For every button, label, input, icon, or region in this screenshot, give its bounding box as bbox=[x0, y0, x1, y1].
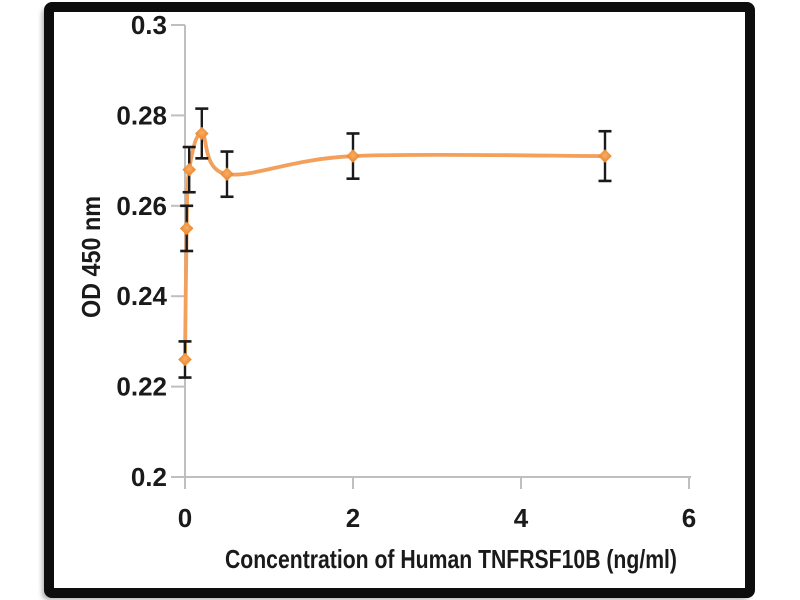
data-series bbox=[178, 107, 612, 379]
y-tick-label: 0.22 bbox=[116, 372, 167, 402]
y-tick-label: 0.26 bbox=[116, 191, 167, 221]
y-tick-label: 0.28 bbox=[116, 100, 167, 130]
data-point-marker bbox=[179, 221, 194, 236]
data-point-marker bbox=[182, 162, 196, 177]
y-tick-label: 0.3 bbox=[131, 10, 167, 40]
axes: 0.2 0.22 0.24 0.26 0.28 0.3 0 2 4 6 bbox=[116, 10, 696, 533]
y-tick-label: 0.24 bbox=[116, 281, 167, 311]
chart-frame bbox=[44, 2, 755, 598]
x-axis-title: Concentration of Human TNFRSF10B (ng/ml) bbox=[225, 544, 677, 574]
data-point-marker bbox=[220, 167, 234, 181]
data-point-marker bbox=[178, 352, 192, 367]
data-point-marker bbox=[598, 149, 612, 163]
x-tick-label: 4 bbox=[514, 503, 529, 533]
y-tick-label: 0.2 bbox=[131, 462, 167, 492]
data-point-marker bbox=[346, 149, 360, 163]
x-tick-label: 6 bbox=[682, 503, 696, 533]
data-point-marker bbox=[195, 126, 209, 141]
x-tick-label: 0 bbox=[178, 503, 192, 533]
series-line bbox=[183, 131, 607, 362]
x-tick-label: 2 bbox=[346, 503, 360, 533]
y-axis-title: OD 450 nm bbox=[76, 196, 106, 318]
